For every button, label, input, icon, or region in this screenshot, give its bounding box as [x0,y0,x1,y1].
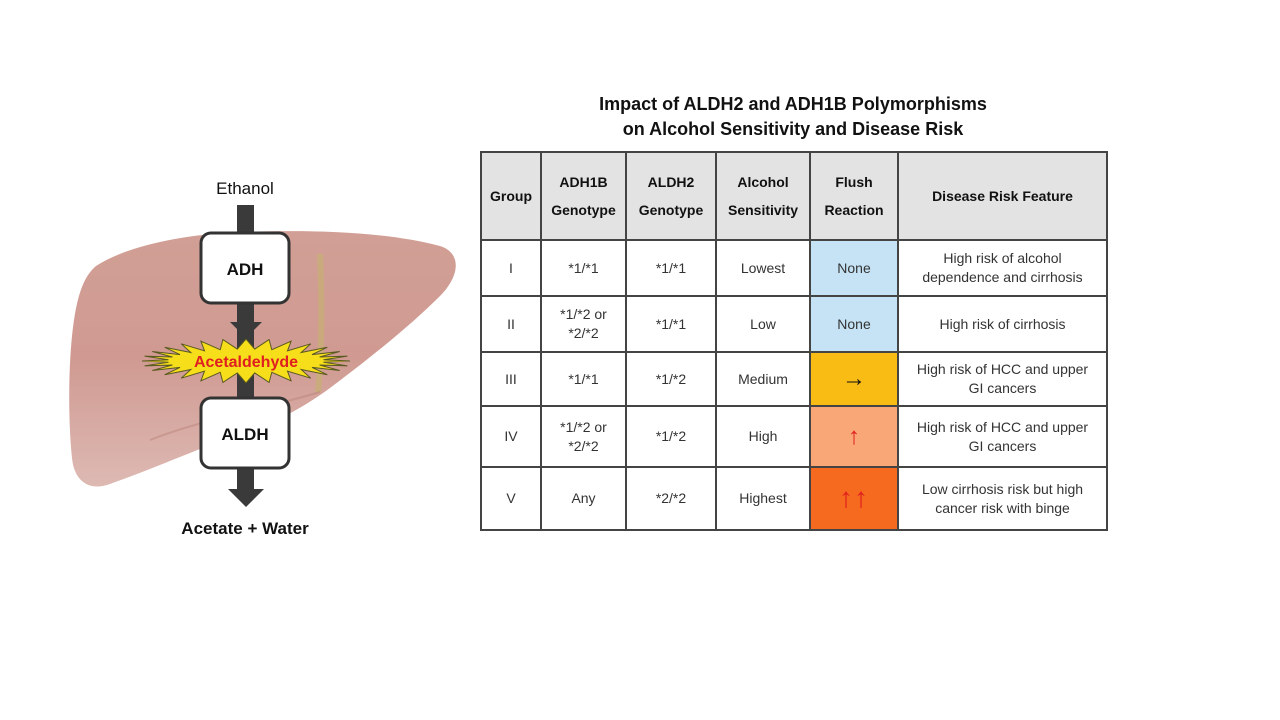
table-title-line-2: on Alcohol Sensitivity and Disease Risk [622,119,964,139]
cell-risk: Low cirrhosis risk but high cancer risk w… [897,466,1108,531]
table-row: I *1/*1 *1/*1 Lowest None High risk of a… [480,239,1108,297]
header-alcohol-sensitivity: Alcohol Sensitivity [715,151,811,241]
aldh-label: ALDH [221,425,268,444]
cell-flush: ↑↑ [809,466,899,531]
cell-aldh2: *1/*2 [625,351,717,407]
cell-aldh2: *2/*2 [625,466,717,531]
header-adh1b-genotype: ADH1B Genotype [540,151,627,241]
cell-sensitivity: Medium [715,351,811,407]
header-aldh2-genotype: ALDH2 Genotype [625,151,717,241]
aldh-enzyme-box [199,396,291,470]
cell-group: V [480,466,542,531]
flush-arrow-double-up-icon: ↑↑ [839,481,869,513]
table-header-row: Group ADH1B Genotype ALDH2 Genotype Alcoho… [480,151,1108,241]
cell-group: II [480,295,542,353]
arrowhead-down-2 [228,489,264,507]
flush-arrow-up-icon: ↑ [848,422,860,450]
cell-sensitivity: Low [715,295,811,353]
table-row: V Any *2/*2 Highest ↑↑ Low cirrhosis ris… [480,466,1108,531]
table-row: III *1/*1 *1/*2 Medium → High risk of HC… [480,351,1108,407]
cell-flush: None [809,239,899,297]
cell-flush: → [809,351,899,407]
polymorphism-risk-table: Group ADH1B Genotype ALDH2 Genotype Alcoho… [480,151,1108,531]
cell-adh1b: Any [540,466,627,531]
ethanol-label: Ethanol [216,179,274,198]
table-title: Impact of ALDH2 and ADH1B Polymorphisms … [480,92,1106,142]
table-title-line-1: Impact of ALDH2 and ADH1B Polymorphisms [599,94,987,114]
cell-risk: High risk of alcohol dependence and cirrh… [897,239,1108,297]
cell-flush: ↑ [809,405,899,468]
cell-sensitivity: Lowest [715,239,811,297]
ligament-illustration [315,253,325,393]
cell-aldh2: *1/*1 [625,295,717,353]
cell-group: IV [480,405,542,468]
cell-group: I [480,239,542,297]
adh-label: ADH [227,260,264,279]
cell-sensitivity: Highest [715,466,811,531]
acetate-water-label: Acetate + Water [181,519,309,538]
cell-adh1b: *1/*2 or *2/*2 [540,405,627,468]
acetaldehyde-label: Acetaldehyde [194,354,298,371]
arrowhead-down-1 [230,322,262,338]
cell-adh1b: *1/*1 [540,239,627,297]
acetaldehyde-starburst [141,338,351,384]
cell-aldh2: *1/*2 [625,405,717,468]
cell-risk: High risk of HCC and upper GI cancers [897,405,1108,468]
cell-sensitivity: High [715,405,811,468]
metabolism-pathway-diagram: Ethanol ADH Acetaldehyde ALDH Acetate + … [69,179,456,538]
table-row: IV *1/*2 or *2/*2 *1/*2 High ↑ High risk … [480,405,1108,468]
cell-group: III [480,351,542,407]
cell-risk: High risk of HCC and upper GI cancers [897,351,1108,407]
cell-adh1b: *1/*2 or *2/*2 [540,295,627,353]
cell-aldh2: *1/*1 [625,239,717,297]
adh-enzyme-box [199,231,291,305]
header-group: Group [480,151,542,241]
cell-adh1b: *1/*1 [540,351,627,407]
flush-arrow-right-icon: → [842,365,866,392]
header-disease-risk-feature: Disease Risk Feature [897,151,1108,241]
cell-risk: High risk of cirrhosis [897,295,1108,353]
table-row: II *1/*2 or *2/*2 *1/*1 Low None High ris… [480,295,1108,353]
cell-flush: None [809,295,899,353]
header-flush-reaction: Flush Reaction [809,151,899,241]
